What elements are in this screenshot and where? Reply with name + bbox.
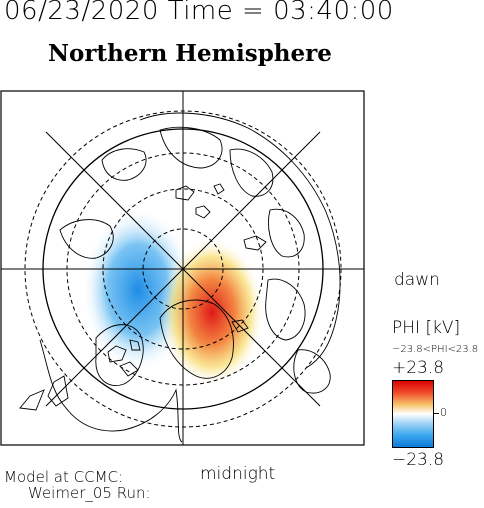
- scandinavia-outline: [265, 278, 306, 341]
- polar-potential-map: [0, 90, 365, 446]
- footer-run-line: Weimer_05 Run:: [28, 484, 151, 502]
- alaska-outline: [59, 219, 114, 259]
- footer-model-line: Model at CCMC:: [4, 468, 124, 486]
- coastlines: [19, 112, 341, 443]
- greenland-outline: [159, 299, 234, 379]
- midnight-label: midnight: [200, 464, 276, 484]
- dawn-label: dawn: [394, 270, 440, 290]
- meridian-lines: [1, 91, 364, 445]
- legend-range: −23.8<PHI<23.8: [392, 344, 479, 355]
- north-america-outline: [39, 339, 183, 443]
- positive-potential-cell: [160, 238, 264, 386]
- datetime-heading: 06/23/2020 Time = 03:40:00: [4, 0, 394, 26]
- legend-quantity: PHI [kV]: [392, 318, 461, 338]
- colorbar: [392, 380, 434, 448]
- legend-min-label: −23.8: [392, 450, 445, 470]
- eurasia-outline: [139, 112, 341, 369]
- legend-zero-label: 0: [440, 406, 447, 419]
- colorbar-zero-tick: [434, 413, 439, 414]
- meridian-diagonal-2: [45, 131, 321, 407]
- colorbar-gradient: [392, 380, 434, 448]
- legend-max-label: +23.8: [392, 358, 445, 378]
- page-title: Northern Hemisphere: [48, 40, 332, 67]
- canadian-archipelago-outline: [95, 324, 144, 386]
